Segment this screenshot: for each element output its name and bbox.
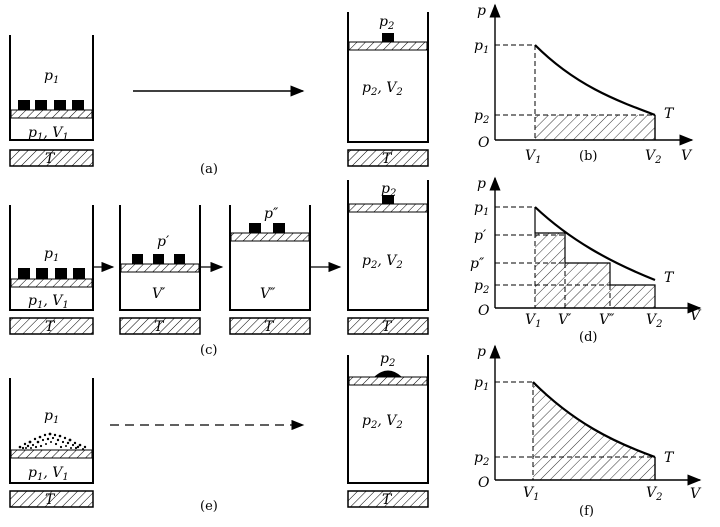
- panel-d: p V O p1 p′ p″ p2 V1 V′ V″ V2 T (d): [470, 176, 702, 345]
- piston: [348, 41, 428, 51]
- work-area: [535, 115, 655, 140]
- top-pressure-label: p2: [380, 351, 395, 369]
- panel-b: p V O p1 p2 V1 V2 T (b): [474, 3, 694, 166]
- reservoir: [347, 149, 429, 167]
- piston: [10, 109, 93, 119]
- x-tick: V′: [558, 312, 572, 328]
- panel-e: p1 p1, V1 T p2 p2, V2 T (e): [9, 351, 429, 514]
- y-tick: p2: [474, 108, 489, 126]
- origin-label: O: [478, 475, 490, 491]
- reservoir-label: T: [45, 151, 56, 167]
- caption: (d): [579, 330, 597, 345]
- origin-label: O: [478, 135, 490, 151]
- cylinder-final: p2 p2, V2 T: [347, 351, 429, 508]
- x-axis-label: V: [690, 308, 702, 324]
- x-tick: V2: [646, 312, 663, 330]
- volume-label: V′: [152, 286, 166, 302]
- isotherm-curve: [532, 381, 656, 459]
- panel-a: p1 p1, V1 T p2 p2, V2 T (a): [9, 12, 429, 177]
- top-pressure-label: p″: [264, 206, 279, 222]
- y-axis-label: p: [477, 3, 486, 19]
- x-tick: V1: [525, 312, 542, 330]
- isotherm-curve: [534, 206, 656, 282]
- top-pressure-label: p2: [381, 181, 396, 199]
- y-axis-label: p: [477, 176, 486, 192]
- x-tick: V2: [646, 485, 663, 503]
- state-label: p2, V2: [362, 253, 403, 271]
- reservoir-label: T: [382, 492, 393, 508]
- volume-label: V″: [260, 286, 276, 302]
- work-area: [533, 382, 655, 480]
- cylinder-stage-3: p″ V″ T: [229, 205, 311, 335]
- y-tick: p1: [474, 200, 489, 218]
- curve-label: T: [664, 106, 675, 122]
- panel-f: p V O p1 p2 V1 V2 T (f): [474, 344, 702, 519]
- reservoir-label: T: [382, 319, 393, 335]
- y-tick: p1: [474, 38, 489, 56]
- work-area: [535, 233, 655, 308]
- y-axis-label: p: [477, 344, 486, 360]
- top-pressure-label: p1: [44, 68, 59, 86]
- caption: (b): [579, 149, 597, 164]
- top-pressure-label: p′: [157, 234, 170, 250]
- x-tick: V2: [645, 148, 662, 166]
- state-label: p1, V1: [28, 125, 69, 143]
- curve-label: T: [664, 270, 675, 286]
- y-tick: p2: [474, 278, 489, 296]
- sand-pile: [18, 432, 87, 450]
- caption: (a): [200, 162, 218, 177]
- y-tick: p′: [474, 228, 487, 244]
- top-pressure-label: p2: [379, 14, 394, 32]
- origin-label: O: [478, 303, 490, 319]
- x-tick: V1: [523, 485, 540, 503]
- cylinder-final: p2 p2, V2 T: [347, 12, 429, 167]
- x-axis-label: V: [681, 148, 693, 164]
- cylinder-stage-1: p1 p1, V1 T: [9, 205, 94, 335]
- weights: [18, 100, 84, 110]
- reservoir-label: T: [45, 492, 56, 508]
- sand-small: [374, 370, 402, 377]
- caption: (c): [200, 343, 217, 358]
- caption: (f): [579, 504, 594, 519]
- x-tick: V″: [599, 312, 615, 328]
- y-tick: p″: [470, 256, 485, 272]
- x-tick: V1: [525, 148, 542, 166]
- reservoir-label: T: [45, 319, 56, 335]
- cylinder-stage-4: p2 p2, V2 T: [347, 180, 429, 335]
- state-label: p2, V2: [362, 413, 403, 431]
- y-tick: p1: [474, 375, 489, 393]
- state-label: p2, V2: [362, 80, 403, 98]
- reservoir-label: T: [264, 319, 275, 335]
- isotherm-curve: [534, 44, 656, 117]
- state-label: p1, V1: [28, 293, 69, 311]
- reservoir-label: T: [382, 151, 393, 167]
- state-label: p1, V1: [28, 465, 69, 483]
- weight: [382, 33, 394, 42]
- reservoir-label: T: [154, 319, 165, 335]
- x-axis-label: V: [690, 486, 702, 502]
- y-tick: p2: [474, 450, 489, 468]
- top-pressure-label: p1: [44, 408, 59, 426]
- cylinder-initial: p1 p1, V1 T: [9, 378, 94, 508]
- cylinder-initial: p1 p1, V1 T: [9, 35, 94, 167]
- reservoir: [9, 149, 94, 167]
- top-pressure-label: p1: [44, 246, 59, 264]
- panel-c: p1 p1, V1 T p′ V′ T p″ V″: [9, 180, 429, 358]
- caption: (e): [200, 499, 218, 514]
- cylinder-stage-2: p′ V′ T: [119, 205, 201, 335]
- curve-label: T: [664, 450, 675, 466]
